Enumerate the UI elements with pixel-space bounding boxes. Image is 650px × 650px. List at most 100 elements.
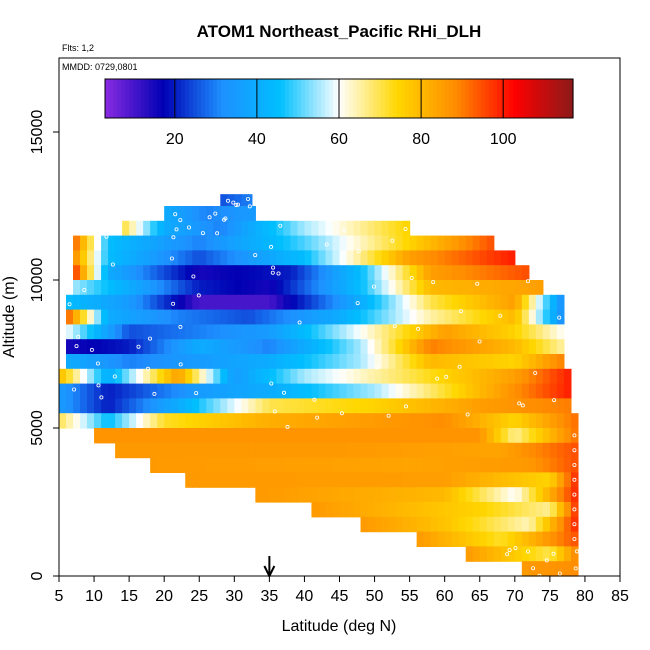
heatmap-cell — [150, 457, 158, 473]
heatmap-cell — [150, 383, 158, 399]
y-axis-label: Altitude (m) — [1, 276, 18, 358]
x-axis-label: Latitude (deg N) — [282, 618, 397, 635]
heatmap-cell — [563, 516, 572, 533]
heatmap-cell — [353, 339, 362, 355]
heatmap-cell — [269, 398, 277, 414]
heatmap-cell — [129, 413, 137, 429]
heatmap-cell — [500, 354, 509, 370]
heatmap-cell — [332, 324, 341, 340]
heatmap-cell — [234, 220, 242, 237]
colorbar-swatch — [229, 79, 234, 118]
date-note: MMDD: 0729,0801 — [62, 62, 138, 72]
heatmap-cell — [409, 383, 418, 399]
heatmap-cell — [192, 235, 200, 251]
heatmap-cell — [332, 487, 341, 503]
heatmap-cell — [507, 472, 516, 488]
heatmap-cell — [367, 354, 376, 370]
colorbar-swatch — [173, 79, 178, 118]
colorbar-swatch — [465, 79, 470, 118]
heatmap-cell — [416, 235, 425, 251]
heatmap-cell — [451, 368, 460, 385]
heatmap-cell — [423, 487, 432, 503]
heatmap-cell — [108, 354, 116, 370]
heatmap-cell — [514, 339, 523, 355]
heatmap-cell — [402, 294, 411, 311]
colorbar-swatch — [145, 79, 150, 118]
colorbar-swatch — [381, 79, 386, 118]
heatmap-cell — [220, 309, 228, 325]
track-point — [371, 284, 376, 289]
heatmap-cell — [255, 280, 263, 296]
heatmap-cell — [563, 398, 572, 414]
heatmap-cell — [367, 516, 376, 533]
heatmap-cell — [430, 294, 439, 311]
track-point — [403, 226, 408, 231]
heatmap-cell — [192, 250, 200, 266]
heatmap-cell — [549, 487, 558, 503]
heatmap-cell — [339, 309, 348, 325]
heatmap-cell — [192, 428, 200, 444]
heatmap-cell — [458, 383, 467, 399]
heatmap-cell — [325, 339, 334, 355]
heatmap-cell — [521, 324, 530, 340]
heatmap-cell — [122, 294, 130, 311]
heatmap-cell — [367, 413, 376, 429]
heatmap-cell — [500, 472, 509, 488]
heatmap-cell — [115, 354, 123, 370]
heatmap-cell — [416, 280, 425, 296]
heatmap-cell — [171, 309, 179, 325]
heatmap-cell — [318, 354, 327, 370]
heatmap-cell — [241, 324, 249, 340]
heatmap-cell — [528, 502, 537, 518]
heatmap-cell — [332, 294, 341, 311]
heatmap-cell — [136, 265, 144, 281]
heatmap-cell — [129, 339, 137, 355]
heatmap-cell — [66, 398, 74, 414]
heatmap-cell — [339, 502, 348, 518]
heatmap-cell — [255, 457, 263, 473]
heatmap-cell — [423, 502, 432, 518]
colorbar-swatch — [277, 79, 282, 118]
heatmap-cell — [199, 383, 207, 399]
heatmap-cell — [171, 354, 179, 370]
heatmap-cell — [297, 265, 306, 281]
heatmap-cell — [353, 368, 362, 385]
heatmap-cell — [206, 368, 214, 385]
heatmap-cell — [374, 339, 383, 355]
heatmap-cell — [374, 220, 383, 237]
colorbar-swatch — [377, 79, 382, 118]
track-point — [572, 448, 577, 453]
track-point — [171, 235, 176, 240]
heatmap-cell — [297, 309, 306, 325]
heatmap-cell — [304, 442, 313, 459]
heatmap-cell — [290, 442, 299, 459]
heatmap-cell — [388, 442, 397, 459]
heatmap-cell — [248, 354, 256, 370]
heatmap-cell — [395, 487, 404, 503]
heatmap-cell — [157, 235, 165, 251]
heatmap-cell — [199, 250, 207, 266]
heatmap-cell — [206, 280, 214, 296]
heatmap-cell — [171, 294, 179, 311]
heatmap-cell — [325, 413, 334, 429]
heatmap-cell — [409, 428, 418, 444]
heatmap-cell — [381, 442, 390, 459]
heatmap-cell — [507, 516, 516, 533]
heatmap-cell — [486, 339, 495, 355]
heatmap-cell — [332, 383, 341, 399]
heatmap-cell — [66, 383, 74, 399]
heatmap-cell — [542, 457, 551, 473]
track-point — [174, 227, 179, 232]
heatmap-cell — [150, 309, 158, 325]
y-tick-label: 0 — [29, 571, 46, 580]
colorbar-swatch — [357, 79, 362, 118]
colorbar-swatch — [281, 79, 286, 118]
colorbar-swatch — [241, 79, 246, 118]
heatmap-cell — [101, 294, 109, 311]
heatmap-cell — [556, 354, 565, 370]
colorbar-swatch — [125, 79, 130, 118]
heatmap-cell — [227, 383, 235, 399]
heatmap-cell — [514, 472, 523, 488]
heatmap-cell — [514, 309, 523, 325]
heatmap-cell — [318, 487, 327, 503]
